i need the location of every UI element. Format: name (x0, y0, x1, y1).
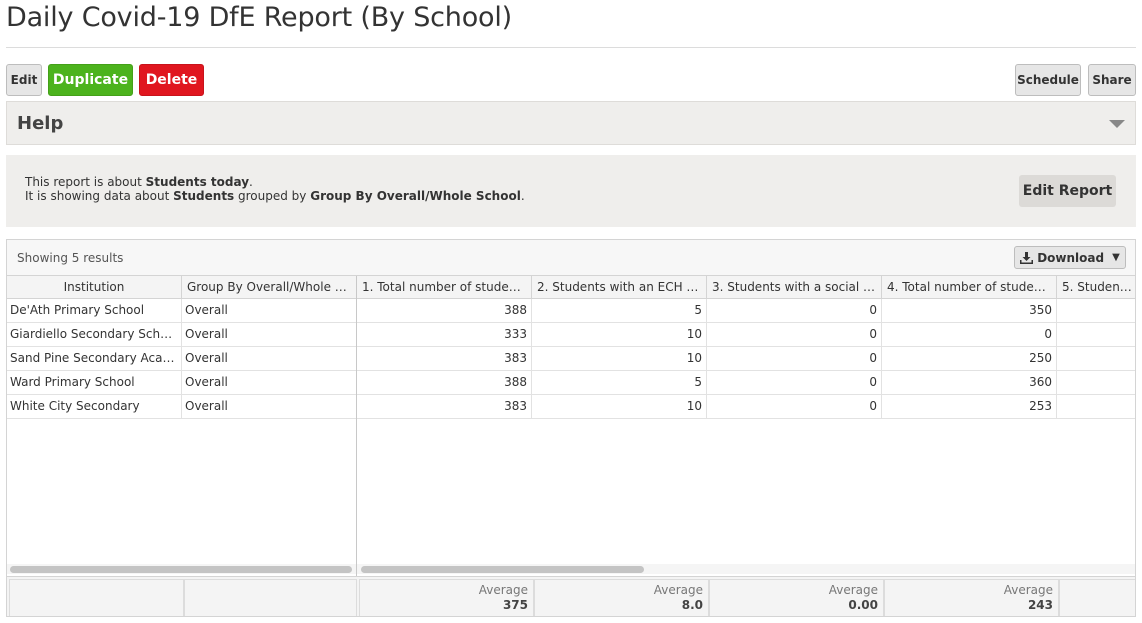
cell-social-worker[interactable]: 0 (707, 299, 882, 323)
column-header-total-on-roll[interactable]: 1. Total number of students on roll (357, 276, 532, 299)
footer-average-label: Average (478, 583, 528, 597)
column-header-5[interactable]: 5. Students w (1057, 276, 1135, 299)
footer-cell-ech-plan: Average 8.0 (534, 579, 709, 616)
cell-attendance[interactable]: 350 (882, 299, 1057, 323)
column-header-ech-plan[interactable]: 2. Students with an ECH Plan (532, 276, 707, 299)
cell-institution[interactable]: Sand Pine Secondary Academy (7, 347, 182, 371)
footer-cell-5 (1059, 579, 1135, 616)
info-text: It is showing data about (25, 189, 174, 203)
column-header-group[interactable]: Group By Overall/Whole School (182, 276, 357, 299)
footer-average-label: Average (828, 583, 878, 597)
pinned-column-divider (356, 276, 357, 616)
share-button[interactable]: Share (1088, 64, 1136, 96)
duplicate-button[interactable]: Duplicate (48, 64, 133, 96)
cell-group[interactable]: Overall (182, 347, 357, 371)
cell-col-5[interactable] (1057, 395, 1135, 419)
cell-group[interactable]: Overall (182, 323, 357, 347)
info-group: Group By Overall/Whole School (310, 189, 521, 203)
footer-average-label: Average (653, 583, 703, 597)
results-count: Showing 5 results (17, 251, 124, 265)
cell-social-worker[interactable]: 0 (707, 371, 882, 395)
footer-average-value: 0.00 (848, 598, 878, 612)
main-scrollbar-thumb[interactable] (361, 566, 644, 573)
cell-group[interactable]: Overall (182, 395, 357, 419)
cell-institution[interactable]: Ward Primary School (7, 371, 182, 395)
cell-total-on-roll[interactable]: 383 (357, 395, 532, 419)
info-subject: Students (173, 189, 235, 203)
footer-average-value: 8.0 (681, 598, 703, 612)
pinned-scrollbar-thumb[interactable] (10, 566, 352, 573)
column-header-attendance[interactable]: 4. Total number of students in attendanc… (882, 276, 1057, 299)
info-text: This report is about (25, 175, 146, 189)
cell-institution[interactable]: De'Ath Primary School (7, 299, 182, 323)
footer-cell-total-on-roll: Average 375 (359, 579, 534, 616)
footer-cell-group (184, 579, 357, 616)
footer-average-value: 243 (1027, 598, 1053, 612)
cell-ech-plan[interactable]: 10 (532, 323, 707, 347)
footer-average-label: Average (1003, 583, 1053, 597)
info-text: grouped by (234, 189, 311, 203)
cell-attendance[interactable]: 253 (882, 395, 1057, 419)
download-label: Download (1037, 250, 1105, 265)
column-header-institution[interactable]: Institution (7, 276, 182, 299)
report-about-line: This report is about Students today. (25, 175, 253, 189)
caret-down-icon[interactable] (1109, 120, 1125, 128)
results-grid: Showing 5 results Download ▼ Institution… (6, 239, 1136, 617)
cell-institution[interactable]: White City Secondary (7, 395, 182, 419)
cell-col-5[interactable] (1057, 347, 1135, 371)
page-title: Daily Covid-19 DfE Report (By School) (6, 2, 512, 33)
help-panel-header[interactable]: Help (6, 101, 1136, 145)
download-icon (1020, 251, 1034, 264)
footer-cell-social-worker: Average 0.00 (709, 579, 884, 616)
info-text: . (249, 175, 253, 189)
cell-institution[interactable]: Giardiello Secondary School (7, 323, 182, 347)
info-subject: Students today (145, 175, 250, 189)
report-grouping-line: It is showing data about Students groupe… (25, 189, 525, 203)
cell-attendance[interactable]: 250 (882, 347, 1057, 371)
edit-button[interactable]: Edit (6, 64, 42, 96)
download-button[interactable]: Download ▼ (1014, 246, 1126, 269)
cell-group[interactable]: Overall (182, 371, 357, 395)
cell-social-worker[interactable]: 0 (707, 323, 882, 347)
cell-ech-plan[interactable]: 5 (532, 371, 707, 395)
info-text: . (520, 189, 525, 203)
cell-total-on-roll[interactable]: 388 (357, 371, 532, 395)
cell-col-5[interactable] (1057, 299, 1135, 323)
cell-col-5[interactable] (1057, 323, 1135, 347)
cell-social-worker[interactable]: 0 (707, 395, 882, 419)
cell-total-on-roll[interactable]: 383 (357, 347, 532, 371)
schedule-button[interactable]: Schedule (1015, 64, 1081, 96)
cell-ech-plan[interactable]: 5 (532, 299, 707, 323)
grid-toolbar: Showing 5 results Download ▼ (7, 240, 1135, 276)
report-info-box: This report is about Students today. It … (6, 155, 1136, 227)
cell-col-5[interactable] (1057, 371, 1135, 395)
cell-attendance[interactable]: 0 (882, 323, 1057, 347)
delete-button[interactable]: Delete (139, 64, 204, 96)
cell-social-worker[interactable]: 0 (707, 347, 882, 371)
main-scrollbar-track (357, 564, 1135, 574)
help-title: Help (17, 113, 64, 134)
cell-total-on-roll[interactable]: 388 (357, 299, 532, 323)
cell-ech-plan[interactable]: 10 (532, 347, 707, 371)
cell-group[interactable]: Overall (182, 299, 357, 323)
cell-attendance[interactable]: 360 (882, 371, 1057, 395)
column-header-social-worker[interactable]: 3. Students with a social worker (707, 276, 882, 299)
footer-average-value: 375 (502, 598, 528, 612)
title-divider (6, 47, 1136, 48)
cell-total-on-roll[interactable]: 333 (357, 323, 532, 347)
footer-cell-attendance: Average 243 (884, 579, 1059, 616)
footer-cell-institution (9, 579, 184, 616)
cell-ech-plan[interactable]: 10 (532, 395, 707, 419)
edit-report-button[interactable]: Edit Report (1019, 175, 1116, 207)
caret-down-icon: ▼ (1112, 252, 1120, 263)
